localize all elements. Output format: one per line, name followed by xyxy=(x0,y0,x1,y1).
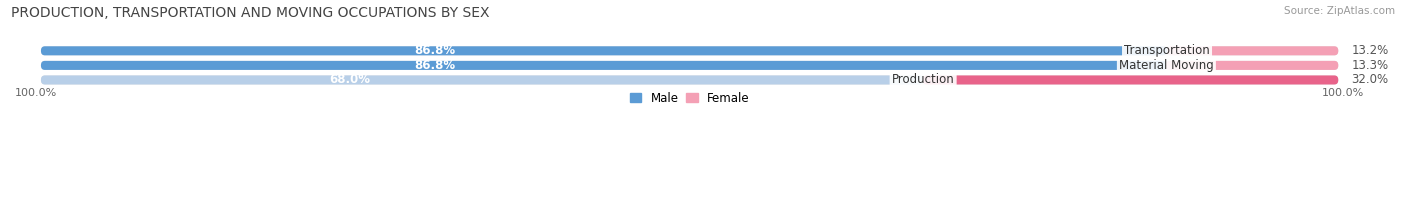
FancyBboxPatch shape xyxy=(41,61,1339,70)
Text: Transportation: Transportation xyxy=(1125,44,1211,57)
FancyBboxPatch shape xyxy=(1167,46,1339,55)
FancyBboxPatch shape xyxy=(41,46,1167,55)
Text: Production: Production xyxy=(891,73,955,86)
Text: 100.0%: 100.0% xyxy=(1322,87,1364,98)
Legend: Male, Female: Male, Female xyxy=(624,87,755,109)
Text: 32.0%: 32.0% xyxy=(1351,73,1388,86)
Text: 100.0%: 100.0% xyxy=(15,87,58,98)
FancyBboxPatch shape xyxy=(41,75,1339,85)
Text: 86.8%: 86.8% xyxy=(415,44,456,57)
Text: PRODUCTION, TRANSPORTATION AND MOVING OCCUPATIONS BY SEX: PRODUCTION, TRANSPORTATION AND MOVING OC… xyxy=(11,6,489,20)
Text: 13.3%: 13.3% xyxy=(1351,59,1388,72)
Text: 13.2%: 13.2% xyxy=(1351,44,1389,57)
FancyBboxPatch shape xyxy=(41,75,924,85)
FancyBboxPatch shape xyxy=(41,46,1339,55)
Text: Material Moving: Material Moving xyxy=(1119,59,1213,72)
Text: 68.0%: 68.0% xyxy=(329,73,370,86)
FancyBboxPatch shape xyxy=(1166,61,1339,70)
FancyBboxPatch shape xyxy=(41,61,1167,70)
Text: Source: ZipAtlas.com: Source: ZipAtlas.com xyxy=(1284,6,1395,16)
FancyBboxPatch shape xyxy=(924,75,1339,85)
Text: 86.8%: 86.8% xyxy=(415,59,456,72)
